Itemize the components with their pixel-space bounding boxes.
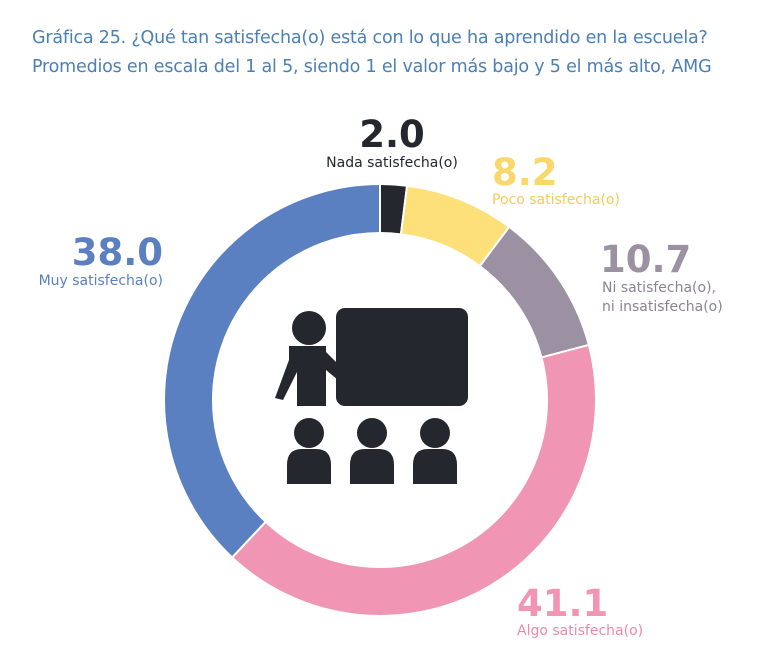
slice-label-ni-line1: Ni satisfecha(o), [602,280,716,296]
chart-title: Gráfica 25. ¿Qué tan satisfecha(o) está … [32,28,708,48]
classroom-teacher-students-icon [275,308,468,484]
chart-subtitle: Promedios en escala del 1 al 5, siendo 1… [32,57,712,77]
slice-label-algo: Algo satisfecha(o) [517,623,643,639]
slice-algo [230,343,597,617]
value-label-nada: 2.0 [359,113,425,156]
slice-label-ni-line2: ni insatisfecha(o) [602,299,723,315]
slice-muy [163,182,381,559]
value-label-algo: 41.1 [517,582,608,625]
donut-slices [163,182,597,617]
value-label-poco: 8.2 [492,151,558,194]
slice-label-poco: Poco satisfecha(o) [492,192,620,208]
slice-label-nada: Nada satisfecha(o) [326,155,458,171]
slice-label-muy: Muy satisfecha(o) [39,273,163,289]
value-label-ni: 10.7 [600,238,691,281]
slice-ni [478,225,591,359]
value-label-muy: 38.0 [72,231,163,274]
